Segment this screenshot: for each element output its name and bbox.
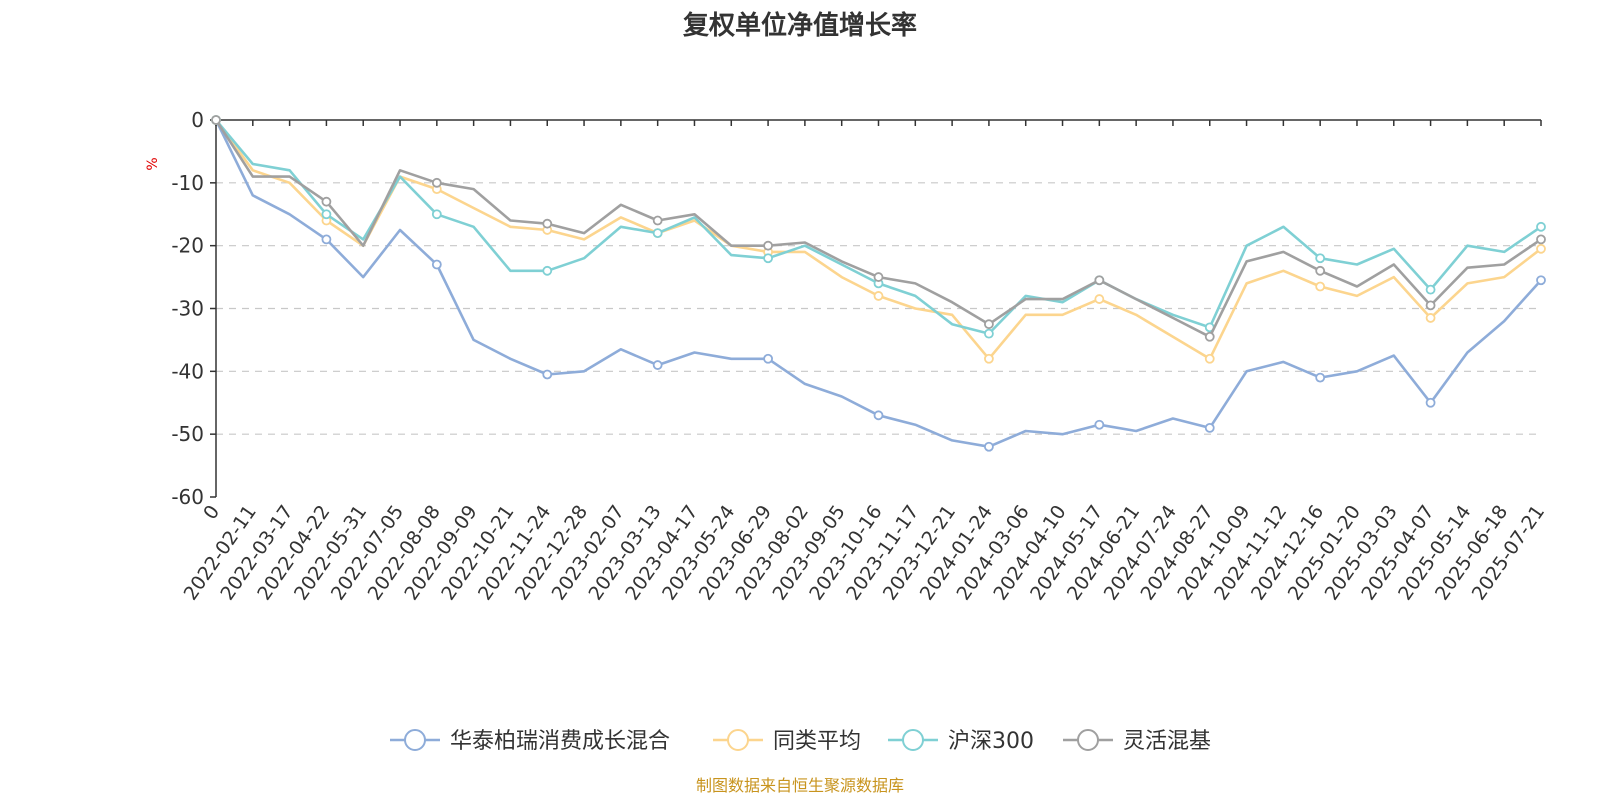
series-point xyxy=(763,353,773,364)
legend-item-2[interactable]: 沪深300 xyxy=(888,729,1034,754)
series-point xyxy=(984,319,994,330)
legend[interactable]: 华泰柏瑞消费成长混合 同类平均 沪深300 灵活混基 xyxy=(390,729,1211,754)
series-point xyxy=(542,369,553,380)
series-point xyxy=(431,177,442,188)
y-tick-label: -60 xyxy=(171,485,204,509)
legend-label: 沪深300 xyxy=(948,729,1034,754)
legend-item-1[interactable]: 同类平均 xyxy=(713,729,861,754)
series-point xyxy=(1094,419,1105,430)
series-point xyxy=(984,441,994,452)
legend-marker xyxy=(902,729,924,751)
series-point xyxy=(984,353,994,364)
series-point xyxy=(1425,300,1436,311)
y-tick-label: -10 xyxy=(171,171,204,195)
data-source-note: 制图数据来自恒生聚源数据库 xyxy=(696,776,904,795)
series-point xyxy=(984,328,994,339)
series-point xyxy=(1315,281,1326,292)
series-line-2 xyxy=(215,119,1542,335)
series-point xyxy=(1536,221,1546,232)
legend-marker xyxy=(727,729,749,751)
series-line-1 xyxy=(214,119,1542,361)
legend-item-0[interactable]: 华泰柏瑞消费成长混合 xyxy=(390,729,670,754)
legend-marker xyxy=(404,729,426,751)
series-point xyxy=(1094,275,1105,286)
series-point xyxy=(873,410,884,421)
legend-label: 华泰柏瑞消费成长混合 xyxy=(450,729,670,754)
series-point xyxy=(1315,372,1326,383)
series-point xyxy=(763,240,773,251)
series-point xyxy=(431,259,442,270)
y-tick-label: -20 xyxy=(171,234,204,258)
series-point xyxy=(763,253,773,264)
grid-lines xyxy=(216,182,1541,435)
y-tick-label: -40 xyxy=(171,359,204,383)
series-point xyxy=(321,209,332,220)
legend-label: 同类平均 xyxy=(773,729,861,754)
legend-label: 灵活混基 xyxy=(1123,729,1211,754)
legend-item-3[interactable]: 灵活混基 xyxy=(1063,729,1211,754)
chart-title: 复权单位净值增长率 xyxy=(683,10,917,41)
series-point xyxy=(652,228,663,239)
series-point xyxy=(873,272,884,282)
y-tick-label: -30 xyxy=(171,297,204,321)
y-tick-labels: 0 -10 -20 -30 -40 -50 -60 xyxy=(171,108,204,509)
series-point xyxy=(1315,265,1326,276)
series-point xyxy=(652,360,663,370)
series-point xyxy=(1536,275,1546,286)
series-point xyxy=(1536,234,1546,245)
series-point xyxy=(1094,294,1105,304)
series-point xyxy=(1204,331,1215,342)
series-point xyxy=(321,234,332,245)
series-point xyxy=(1204,422,1215,433)
series-point xyxy=(431,209,442,220)
series-point xyxy=(1425,284,1436,295)
series-line-3 xyxy=(214,119,1542,339)
y-axis-unit: % xyxy=(145,157,161,170)
series-point xyxy=(321,196,332,207)
legend-marker xyxy=(1077,729,1099,751)
series-point xyxy=(652,215,663,226)
series-point xyxy=(1536,243,1546,254)
x-tick-labels: 02022-02-112022-03-172022-04-222022-05-3… xyxy=(180,501,1550,604)
plot-series xyxy=(211,115,1546,452)
series-point xyxy=(873,291,884,301)
series-point xyxy=(1425,313,1436,323)
series-point xyxy=(1315,253,1326,264)
series-point xyxy=(542,265,553,276)
axes xyxy=(210,119,1542,498)
series-point xyxy=(211,115,221,125)
y-tick-label: -50 xyxy=(171,422,204,446)
series-point xyxy=(542,218,553,229)
x-tick-label: 0 xyxy=(199,501,224,524)
series-point xyxy=(1425,397,1436,408)
series-point xyxy=(1204,353,1215,364)
y-tick-label: 0 xyxy=(191,108,204,132)
